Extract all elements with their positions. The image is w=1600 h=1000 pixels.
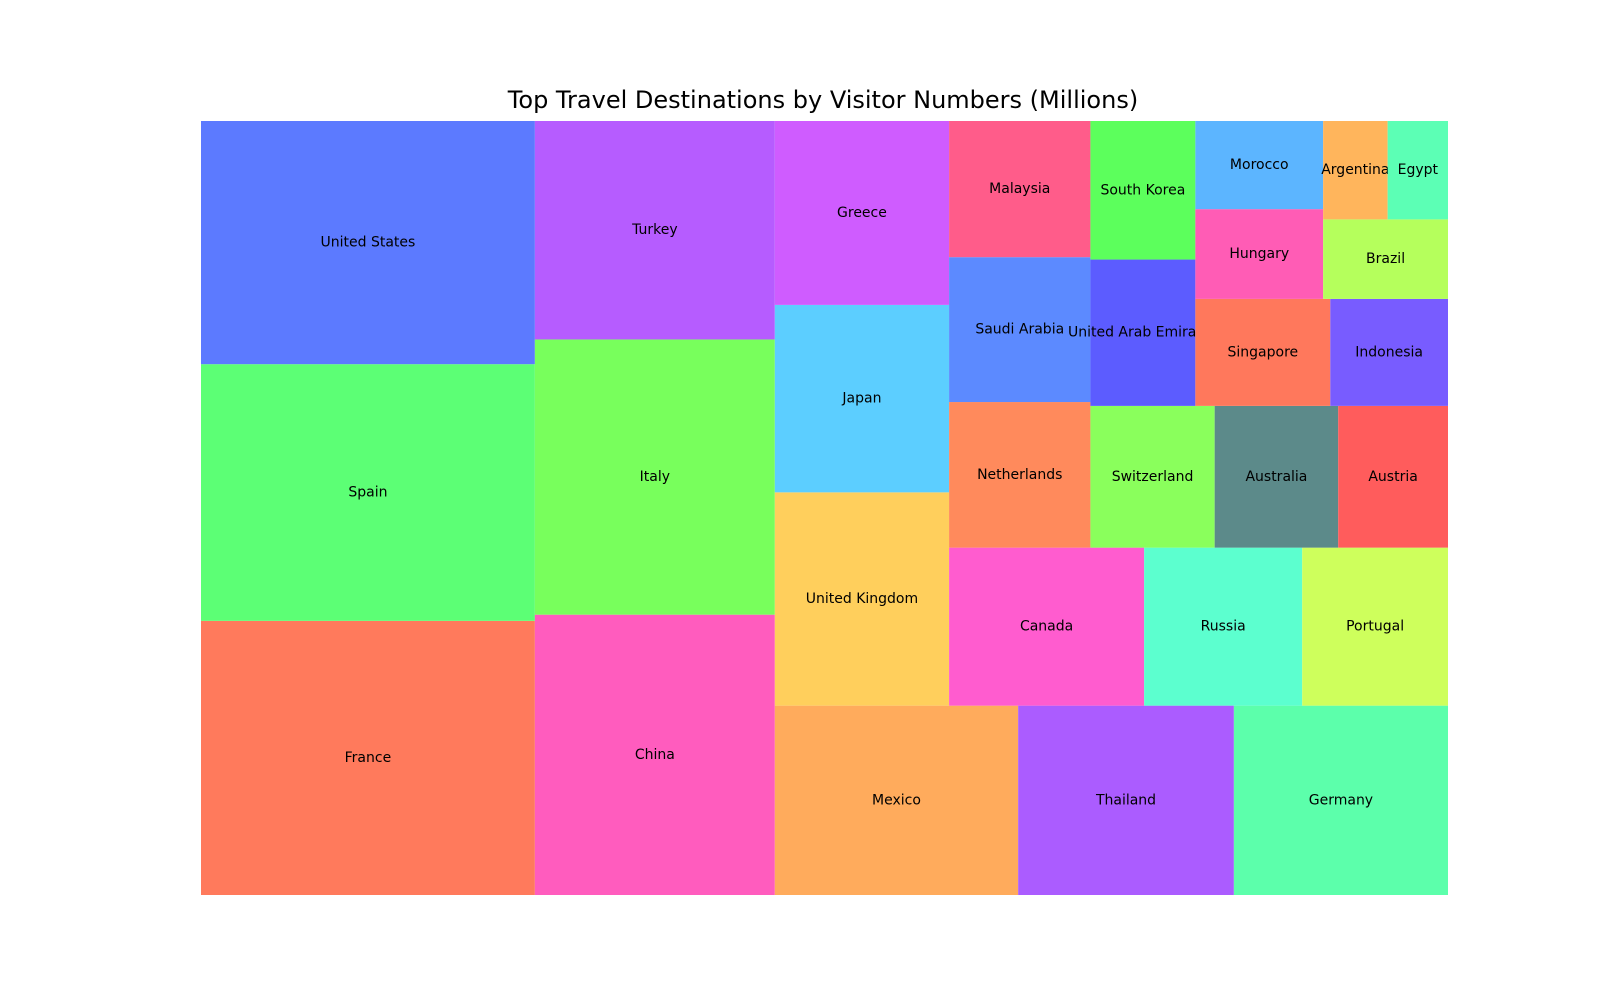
treemap-cell-switzerland [1090, 405, 1215, 548]
treemap-cell-egypt [1387, 121, 1448, 220]
treemap-label-united-arab-emirates: United Arab Emirates [1068, 325, 1218, 341]
treemap-cell-brazil [1323, 219, 1448, 299]
treemap-label-thailand: Thailand [1095, 792, 1156, 808]
treemap-cell-hungary [1195, 209, 1324, 299]
treemap-cell-morocco [1195, 121, 1324, 210]
treemap-label-portugal: Portugal [1346, 619, 1404, 635]
treemap-cell-russia [1144, 547, 1303, 706]
treemap-cell-portugal [1302, 547, 1448, 706]
treemap-label-united-states: United States [321, 235, 416, 251]
treemap-cell-germany [1233, 705, 1448, 895]
treemap-cell-australia [1214, 405, 1339, 548]
treemap-label-greece: Greece [837, 205, 887, 221]
treemap-cell-mexico [774, 705, 1019, 895]
treemap-label-japan: Japan [841, 391, 881, 407]
treemap-label-turkey: Turkey [631, 222, 678, 238]
treemap-label-canada: Canada [1020, 619, 1073, 635]
chart-title: Top Travel Destinations by Visitor Numbe… [507, 86, 1139, 114]
treemap-label-mexico: Mexico [872, 792, 921, 808]
treemap-label-china: China [635, 747, 675, 763]
treemap-label-france: France [345, 750, 392, 766]
treemap-cell-france [201, 620, 535, 895]
treemap-cell-united-states [201, 121, 535, 365]
treemap-label-united-kingdom: United Kingdom [806, 591, 918, 607]
treemap-label-brazil: Brazil [1366, 251, 1405, 267]
treemap-cell-saudi-arabia [949, 257, 1091, 403]
treemap-cell-singapore [1195, 298, 1331, 406]
treemap-cell-austria [1338, 405, 1448, 548]
treemap-cell-thailand [1018, 705, 1234, 895]
treemap-cell-malaysia [949, 121, 1091, 258]
treemap-cell-greece [774, 121, 950, 305]
treemap-cell-argentina [1323, 121, 1388, 220]
treemap-label-saudi-arabia: Saudi Arabia [975, 322, 1064, 338]
treemap-cell-netherlands [949, 402, 1091, 548]
treemap-label-switzerland: Switzerland [1112, 469, 1194, 485]
treemap-cell-indonesia [1330, 298, 1448, 406]
treemap-label-netherlands: Netherlands [977, 467, 1062, 483]
treemap-cell-united-kingdom [774, 492, 950, 706]
treemap-label-egypt: Egypt [1398, 162, 1439, 178]
treemap-label-morocco: Morocco [1230, 157, 1289, 173]
treemap-label-austria: Austria [1368, 469, 1417, 485]
treemap-cell-china [534, 614, 775, 895]
treemap-label-argentina: Argentina [1321, 162, 1389, 178]
treemap-cell-south-korea [1090, 121, 1196, 260]
treemap-label-germany: Germany [1309, 792, 1373, 808]
treemap-label-indonesia: Indonesia [1355, 344, 1423, 360]
treemap-cell-italy [534, 339, 775, 615]
treemap-label-hungary: Hungary [1229, 246, 1289, 262]
treemap-label-south-korea: South Korea [1100, 182, 1185, 198]
treemap-label-spain: Spain [348, 485, 387, 501]
treemap-label-russia: Russia [1201, 619, 1246, 635]
treemap-label-malaysia: Malaysia [989, 181, 1050, 197]
treemap-cell-turkey [534, 121, 775, 340]
treemap-cell-united-arab-emirates [1090, 259, 1196, 406]
treemap-cell-canada [949, 547, 1145, 706]
treemap-label-australia: Australia [1245, 469, 1307, 485]
treemap-label-italy: Italy [640, 469, 670, 485]
treemap-label-singapore: Singapore [1228, 344, 1299, 360]
treemap-cell-spain [201, 364, 535, 621]
treemap-cells: France Spain United States China Italy Turkey… [201, 121, 1448, 895]
treemap-cell-japan [774, 304, 950, 493]
